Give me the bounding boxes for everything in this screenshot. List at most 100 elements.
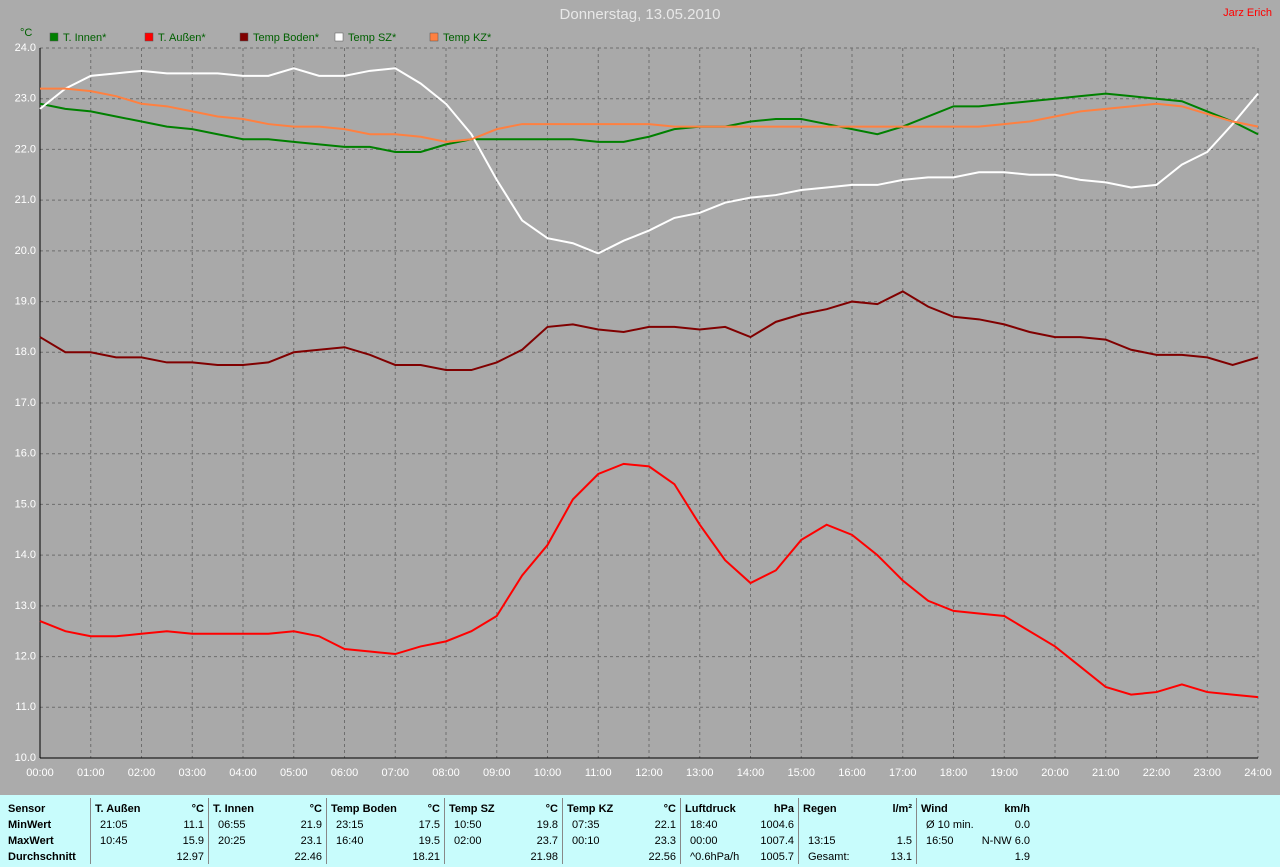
column-unit: °C (545, 803, 558, 815)
cell-time: 16:40 (336, 835, 364, 847)
cell-value: 12.97 (176, 851, 204, 863)
cell-time: 13:15 (808, 835, 836, 847)
cell-time: 23:15 (336, 819, 364, 831)
y-axis-label: °C (20, 27, 32, 39)
column-header: Temp KZ (567, 803, 614, 815)
cell-value: 19.5 (418, 835, 440, 847)
legend-label: T. Außen* (158, 32, 206, 44)
cell-time: 16:50 (926, 835, 954, 847)
cell-value: 22.46 (294, 851, 322, 863)
chart-title: Donnerstag, 13.05.2010 (560, 6, 721, 23)
column-header: Wind (921, 803, 948, 815)
x-tick-label: 09:00 (483, 767, 511, 779)
cell-value: 13.1 (890, 851, 912, 863)
legend-marker (144, 32, 154, 42)
x-tick-label: 23:00 (1193, 767, 1221, 779)
column-separator (326, 798, 327, 864)
legend-marker (239, 32, 249, 42)
column-header: Temp Boden (331, 803, 397, 815)
stats-table: Sensor MinWert MaxWert Durchschnitt T. Außen… (0, 795, 1280, 867)
column-separator (562, 798, 563, 864)
x-tick-label: 21:00 (1092, 767, 1120, 779)
y-tick-label: 24.0 (15, 42, 36, 54)
x-tick-label: 07:00 (381, 767, 409, 779)
x-tick-label: 24:00 (1244, 767, 1272, 779)
y-tick-label: 16.0 (15, 448, 36, 460)
cell-value: 1.5 (896, 835, 912, 847)
legend-label: T. Innen* (63, 32, 107, 44)
cell-time: Ø 10 min. (926, 819, 974, 831)
column-separator (90, 798, 91, 864)
x-tick-label: 05:00 (280, 767, 308, 779)
y-tick-label: 12.0 (15, 650, 36, 662)
column-separator (798, 798, 799, 864)
author: Jarz Erich (1223, 7, 1272, 19)
cell-value: 1004.6 (760, 819, 794, 831)
cell-value: 21.98 (530, 851, 558, 863)
x-tick-label: 04:00 (229, 767, 257, 779)
column-separator (444, 798, 445, 864)
cell-time: 10:50 (454, 819, 482, 831)
x-tick-label: 14:00 (737, 767, 765, 779)
cell-value: 22.56 (648, 851, 676, 863)
cell-time: 00:00 (690, 835, 718, 847)
x-tick-label: 20:00 (1041, 767, 1069, 779)
cell-value: 11.1 (183, 819, 204, 831)
x-tick-label: 08:00 (432, 767, 460, 779)
cell-value: 18.21 (412, 851, 440, 863)
x-tick-label: 19:00 (990, 767, 1018, 779)
x-tick-label: 03:00 (178, 767, 206, 779)
column-unit: °C (309, 803, 322, 815)
cell-time: 18:40 (690, 819, 718, 831)
x-tick-label: 12:00 (635, 767, 663, 779)
column-header: Luftdruck (685, 803, 736, 815)
column-unit: km/h (1004, 803, 1030, 815)
cell-value: N-NW 6.0 (981, 835, 1030, 847)
legend-marker (429, 32, 439, 42)
cell-value: 15.9 (182, 835, 204, 847)
series-line (39, 67, 1259, 255)
series-line (40, 87, 1259, 143)
cell-value: 1005.7 (760, 851, 794, 863)
row-label: MaxWert (8, 835, 54, 847)
cell-time: 07:35 (572, 819, 600, 831)
cell-value: 1.9 (1014, 851, 1030, 863)
y-tick-label: 10.0 (15, 752, 36, 764)
y-tick-label: 18.0 (15, 346, 36, 358)
column-unit: °C (427, 803, 440, 815)
cell-time: 20:25 (218, 835, 246, 847)
y-tick-label: 13.0 (15, 600, 36, 612)
cell-time: Gesamt: (808, 851, 850, 863)
cell-value: 22.1 (654, 819, 676, 831)
cell-time: 00:10 (572, 835, 600, 847)
x-tick-label: 22:00 (1143, 767, 1171, 779)
row-label: MinWert (8, 819, 52, 831)
column-separator (208, 798, 209, 864)
column-header: T. Innen (213, 803, 254, 815)
legend-label: Temp KZ* (443, 32, 492, 44)
column-separator (916, 798, 917, 864)
series-line (39, 462, 1259, 699)
y-tick-label: 14.0 (15, 549, 36, 561)
cell-time: 10:45 (100, 835, 128, 847)
x-tick-label: 16:00 (838, 767, 866, 779)
y-tick-label: 17.0 (15, 397, 36, 409)
x-tick-label: 13:00 (686, 767, 714, 779)
cell-value: 23.7 (536, 835, 558, 847)
y-tick-label: 23.0 (15, 93, 36, 105)
x-tick-label: 10:00 (534, 767, 562, 779)
x-tick-label: 15:00 (787, 767, 815, 779)
cell-time: 02:00 (454, 835, 482, 847)
x-tick-label: 01:00 (77, 767, 105, 779)
series-line (39, 290, 1259, 372)
cell-time: ^0.6hPa/h (690, 851, 740, 863)
y-tick-label: 11.0 (15, 701, 36, 713)
legend-label: Temp Boden* (253, 32, 320, 44)
y-tick-label: 21.0 (15, 194, 36, 206)
cell-value: 23.1 (300, 835, 322, 847)
series-line (39, 92, 1259, 153)
y-tick-label: 22.0 (15, 143, 36, 155)
y-tick-label: 20.0 (15, 245, 36, 257)
y-tick-label: 15.0 (15, 498, 36, 510)
cell-value: 0.0 (1014, 819, 1030, 831)
